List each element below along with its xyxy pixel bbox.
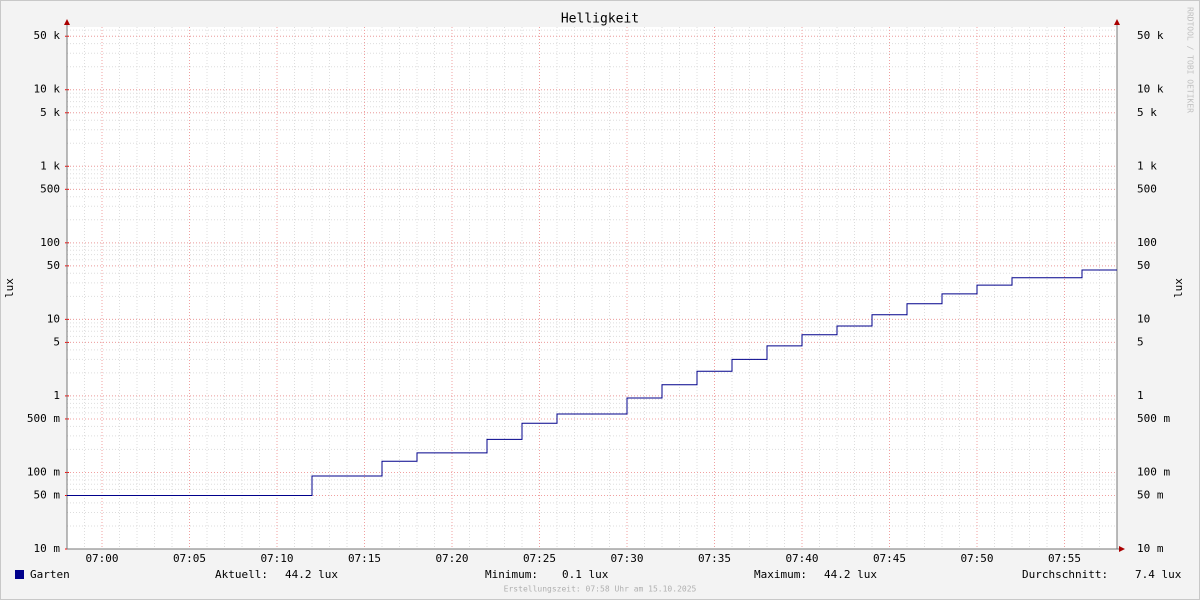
y-tick-label: 100 — [40, 236, 60, 249]
stat-label: Durchschnitt: — [1022, 568, 1108, 581]
y-tick-label-right: 100 — [1137, 236, 1157, 249]
axis-arrow — [64, 19, 70, 25]
legend-label: Garten — [30, 568, 70, 581]
y-axis-label-right: lux — [1172, 278, 1185, 298]
stat-value: 44.2 lux — [285, 568, 338, 581]
y-tick-label: 10 k — [34, 83, 61, 96]
y-tick-label: 500 m — [27, 412, 60, 425]
x-tick-label: 07:10 — [260, 552, 293, 565]
y-tick-label: 10 — [47, 312, 60, 325]
x-tick-label: 07:55 — [1048, 552, 1081, 565]
y-tick-label: 100 m — [27, 465, 60, 478]
y-tick-label-right: 1 — [1137, 389, 1144, 402]
footer: Erstellungszeit: 07:58 Uhr am 15.10.2025 — [504, 585, 697, 594]
stat-value: 7.4 lux — [1135, 568, 1182, 581]
y-tick-label-right: 50 k — [1137, 29, 1164, 42]
y-axis-label: lux — [3, 278, 16, 298]
x-tick-label: 07:45 — [873, 552, 906, 565]
x-tick-label: 07:05 — [173, 552, 206, 565]
x-tick-label: 07:35 — [698, 552, 731, 565]
y-tick-label-right: 500 — [1137, 182, 1157, 195]
x-tick-label: 07:40 — [785, 552, 818, 565]
y-tick-label-right: 500 m — [1137, 412, 1170, 425]
x-tick-label: 07:20 — [435, 552, 468, 565]
y-tick-label: 5 k — [40, 106, 60, 119]
y-tick-label-right: 100 m — [1137, 465, 1170, 478]
x-tick-label: 07:50 — [960, 552, 993, 565]
watermark: RRDTOOL / TOBI OETIKER — [1186, 7, 1195, 113]
axis-arrow — [1114, 19, 1120, 25]
x-tick-label: 07:15 — [348, 552, 381, 565]
y-tick-label: 10 m — [34, 542, 61, 555]
y-tick-label: 50 — [47, 259, 60, 272]
legend-swatch — [15, 570, 24, 579]
y-tick-label-right: 5 k — [1137, 106, 1157, 119]
step-line — [67, 269, 1117, 496]
x-tick-label: 07:00 — [85, 552, 118, 565]
y-tick-label: 5 — [53, 335, 60, 348]
y-tick-label-right: 50 m — [1137, 488, 1164, 501]
y-tick-label: 500 — [40, 182, 60, 195]
axis-arrow — [1119, 546, 1125, 552]
stat-value: 44.2 lux — [824, 568, 877, 581]
y-tick-label-right: 1 k — [1137, 159, 1157, 172]
x-tick-label: 07:25 — [523, 552, 556, 565]
stat-label: Maximum: — [754, 568, 807, 581]
y-tick-label: 1 k — [40, 159, 60, 172]
y-tick-label-right: 5 — [1137, 335, 1144, 348]
x-tick-label: 07:30 — [610, 552, 643, 565]
y-tick-label: 1 — [53, 389, 60, 402]
y-tick-label-right: 10 — [1137, 312, 1150, 325]
chart-title: Helligkeit — [561, 12, 639, 27]
y-tick-label-right: 10 m — [1137, 542, 1164, 555]
y-tick-label: 50 m — [34, 488, 61, 501]
y-tick-label-right: 10 k — [1137, 83, 1164, 96]
stat-label: Minimum: — [485, 568, 538, 581]
stat-value: 0.1 lux — [562, 568, 609, 581]
stat-label: Aktuell: — [215, 568, 268, 581]
y-tick-label-right: 50 — [1137, 259, 1150, 272]
y-tick-label: 50 k — [34, 29, 61, 42]
